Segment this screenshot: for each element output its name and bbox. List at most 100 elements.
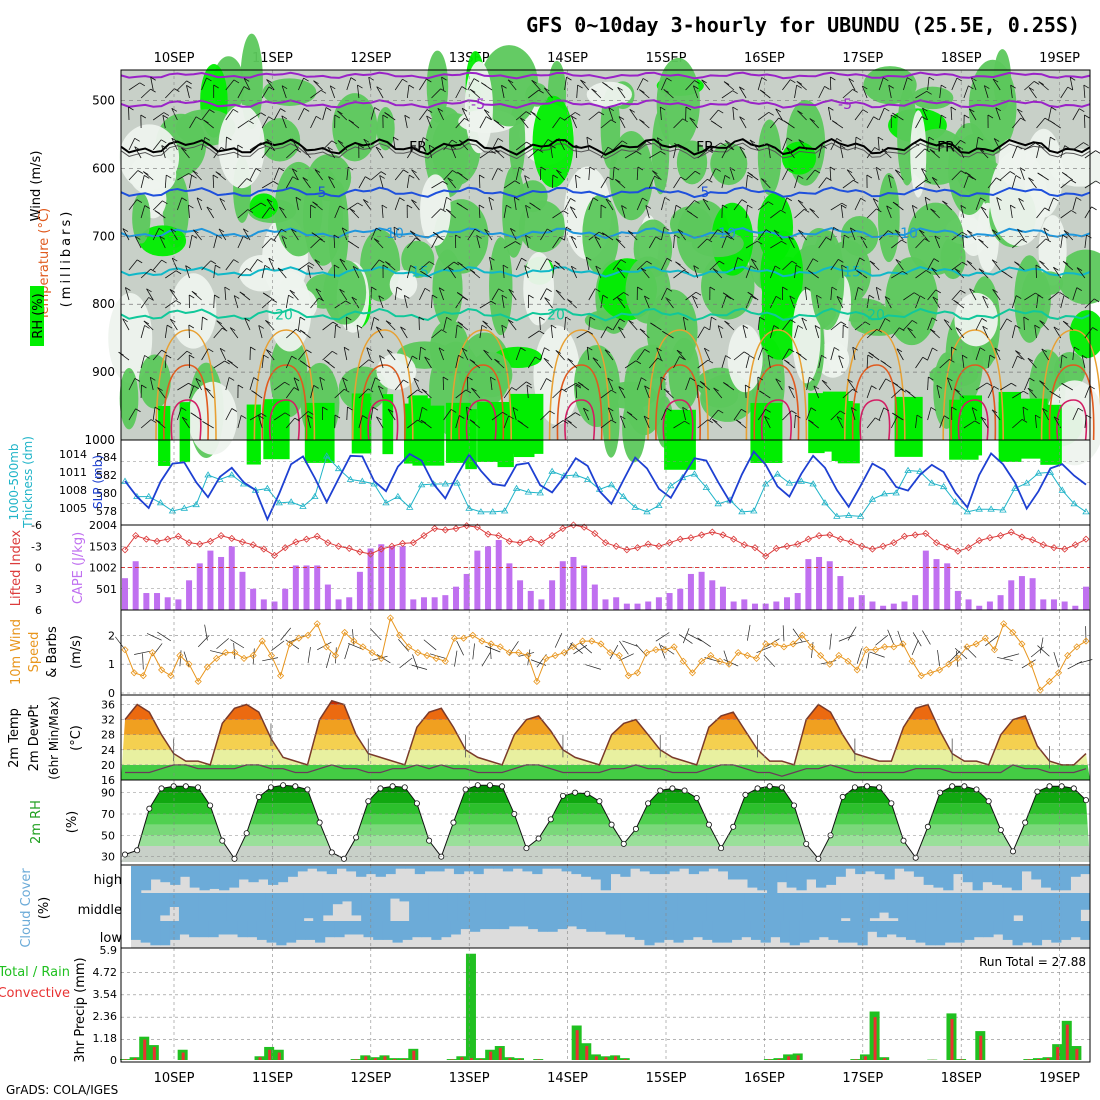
wind-barb-flag (366, 347, 372, 352)
wind-barb-flag (437, 108, 444, 112)
wind-barb (177, 407, 182, 421)
wind-barb-flag (186, 80, 192, 85)
wind-barb-flag (1015, 325, 1021, 329)
wind-barb-flag (209, 109, 215, 113)
wind-barb-flag (469, 269, 476, 273)
wind-barb (143, 320, 154, 331)
cloud-bar (334, 921, 345, 938)
wind-barb (515, 347, 521, 361)
wind-barb (310, 297, 320, 309)
thickness-line-marker (951, 498, 960, 505)
wind-barb-flag (342, 377, 348, 382)
wind-barb-flag (912, 205, 918, 209)
wind-barb (656, 347, 662, 361)
rh-band (121, 835, 1090, 846)
wind-barb-flag (203, 119, 209, 124)
cape-bar (335, 599, 342, 610)
cloud-bar (915, 921, 926, 943)
wind-barb-flag (761, 178, 767, 182)
wind-barb (494, 148, 505, 159)
wind-barb (685, 80, 695, 91)
wind-barb (348, 643, 364, 650)
cloud-bar (505, 893, 516, 921)
wind-barb-flag (591, 88, 597, 93)
wind-barb-flag (555, 350, 562, 354)
wind-barb-flag (790, 79, 796, 84)
wind-barb (839, 145, 844, 159)
wind-barb (216, 320, 227, 331)
wind-barb (739, 86, 747, 99)
wind-barb (1072, 197, 1077, 211)
wind-barb (349, 208, 360, 219)
cloud-bar (1060, 866, 1071, 891)
wind-barb-flag (335, 324, 341, 329)
wind-barb-flag (279, 206, 285, 211)
wind-barb-flag (841, 264, 847, 269)
wind-barb-flag (589, 316, 596, 321)
wind-barb (915, 357, 924, 369)
cloud-bar (925, 921, 936, 946)
wind-barb-flag (932, 177, 938, 181)
wind-barb-flag (162, 114, 169, 119)
wind-barb (552, 210, 564, 219)
lifted-index-line-marker (868, 545, 877, 553)
wind-barb (483, 109, 493, 121)
cloud-bar (332, 893, 343, 905)
wind-barb-flag (608, 107, 615, 112)
cloud-bar (307, 866, 318, 869)
wind-barb (261, 238, 272, 249)
label-precip-units: 3hr Precip (mm) (73, 957, 88, 1062)
wind-barb-flag (528, 294, 534, 299)
wind-barb-flag (885, 378, 891, 383)
rh-line-marker (340, 855, 347, 862)
wind-barb (907, 327, 916, 339)
wind-barb (550, 145, 553, 159)
cloud-bar (776, 866, 788, 883)
cape-bar (912, 595, 919, 610)
rh-blob (625, 256, 671, 324)
cloud-bar (228, 866, 240, 888)
wind-barb-flag (960, 139, 966, 144)
wind-barb (818, 86, 825, 99)
cloud-bar (313, 893, 324, 921)
wind-barb (307, 415, 311, 429)
wind-barb-flag (243, 78, 250, 82)
cloud-bar (428, 893, 439, 921)
wind-barb (588, 197, 594, 211)
cape-bar (388, 546, 395, 610)
cloud-bar (294, 893, 305, 921)
wind-barb (369, 628, 382, 641)
wind-barb (586, 137, 590, 151)
wind-barb-flag (226, 136, 232, 141)
wind-barb (757, 317, 761, 331)
wind-barb-flag (438, 347, 445, 352)
wind-barb-flag (291, 138, 297, 143)
cloud-bar (763, 893, 775, 921)
cape-bar (453, 586, 460, 610)
wind-barb (291, 138, 299, 151)
wind-barb (745, 265, 752, 279)
wind-barb-flag (617, 297, 623, 301)
wind-barb-flag (626, 411, 633, 416)
wind-barb-flag (637, 166, 644, 171)
wind-barb-flag (349, 208, 356, 212)
cloud-bar (687, 893, 698, 921)
wind-barb (796, 81, 807, 91)
wind-barb (652, 170, 662, 181)
wind-barb (767, 355, 771, 369)
y-tick-label: 5.9 (100, 944, 118, 957)
wind-barb (840, 205, 844, 219)
wind-speed-line-marker (652, 646, 660, 654)
wind-speed-line-marker (670, 643, 678, 651)
rh-line-marker (280, 782, 287, 789)
wind-barb (745, 175, 748, 189)
wind-barb-flag (587, 330, 594, 335)
wind-speed-line-marker (194, 677, 202, 686)
wind-barb (363, 199, 372, 211)
rh-blob (727, 324, 763, 393)
wind-barb-flag (646, 140, 652, 145)
wind-barb (419, 261, 430, 271)
wind-barb (709, 109, 719, 121)
wind-barb (794, 265, 797, 279)
wind-barb-flag (464, 117, 470, 122)
